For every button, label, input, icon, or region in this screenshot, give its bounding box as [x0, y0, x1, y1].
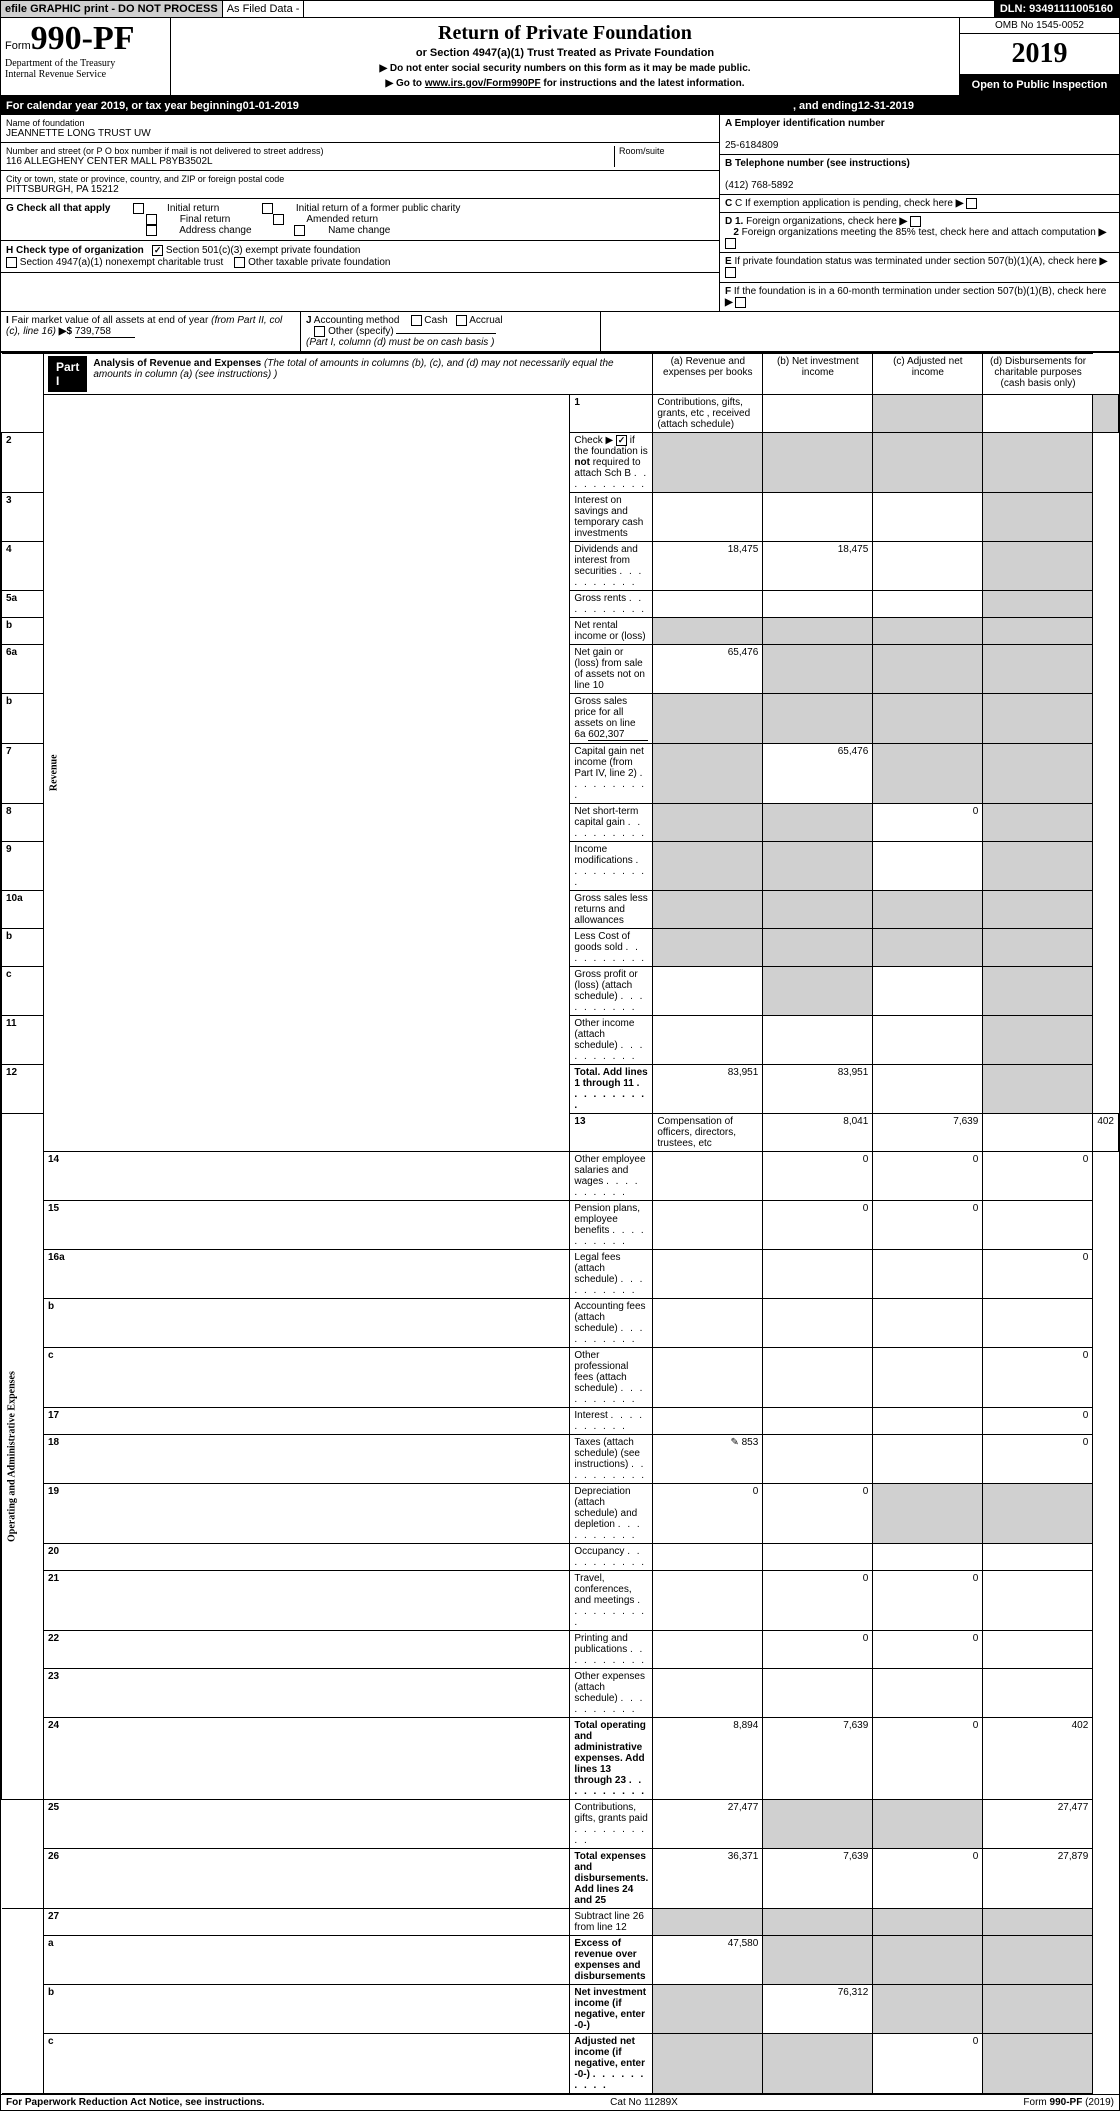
part1-table: Part I Analysis of Revenue and Expenses … [1, 353, 1119, 2094]
city-cell: City or town, state or province, country… [1, 171, 719, 199]
irs-link-note: ▶ Go to www.irs.gov/Form990PF for instru… [175, 78, 955, 89]
foreign-org-checkbox[interactable] [910, 216, 921, 227]
address-cell: Number and street (or P O box number if … [1, 143, 719, 171]
other-taxable-checkbox[interactable] [234, 257, 245, 268]
dln: DLN: 93491111005160 [994, 1, 1119, 17]
col-b-header: (b) Net investment income [763, 353, 873, 394]
final-return-checkbox[interactable] [146, 214, 157, 225]
pencil-icon: ✎ [730, 1437, 738, 1448]
507b1a-checkbox[interactable] [725, 267, 736, 278]
street-address: 116 ALLEGHENY CENTER MALL P8YB3502L [6, 156, 614, 167]
cash-checkbox[interactable] [411, 315, 422, 326]
initial-return-checkbox[interactable] [133, 203, 144, 214]
form-title: Return of Private Foundation [175, 22, 955, 45]
section-c: C C If exemption application is pending,… [720, 195, 1119, 213]
paperwork-notice: For Paperwork Reduction Act Notice, see … [6, 2097, 265, 2108]
4947a1-checkbox[interactable] [6, 257, 17, 268]
section-g: G Check all that apply Initial return In… [1, 199, 719, 241]
dept-irs: Internal Revenue Service [5, 69, 166, 80]
fmv-value: 739,758 [75, 326, 135, 338]
right-box: OMB No 1545-0052 2019 Open to Public Ins… [959, 18, 1119, 95]
address-change-checkbox[interactable] [146, 225, 157, 236]
section-ij: I Fair market value of all assets at end… [1, 312, 1119, 353]
exemption-pending-checkbox[interactable] [966, 198, 977, 209]
accrual-checkbox[interactable] [456, 315, 467, 326]
col-d-header: (d) Disbursements for charitable purpose… [983, 353, 1093, 394]
section-h: H Check type of organization Section 501… [1, 241, 719, 272]
header-row: Form990-PF Department of the Treasury In… [1, 18, 1119, 97]
irs-link[interactable]: www.irs.gov/Form990PF [425, 78, 541, 89]
footer: For Paperwork Reduction Act Notice, see … [1, 2094, 1119, 2110]
open-inspection: Open to Public Inspection [959, 75, 1119, 95]
507b1b-checkbox[interactable] [735, 297, 746, 308]
phone-value: (412) 768-5892 [725, 180, 793, 191]
omb-number: OMB No 1545-0052 [959, 18, 1119, 34]
form-number: 990-PF [31, 20, 135, 57]
ein-value: 25-6184809 [725, 140, 778, 151]
section-a: A Employer identification number 25-6184… [720, 115, 1119, 155]
name-change-checkbox[interactable] [294, 225, 305, 236]
form-subtitle: or Section 4947(a)(1) Trust Treated as P… [175, 47, 955, 59]
form-box: Form990-PF Department of the Treasury In… [1, 18, 171, 95]
part1-tab: Part I [48, 356, 87, 392]
revenue-label: Revenue [44, 394, 570, 1151]
expenses-label: Operating and Administrative Expenses [2, 1114, 44, 1800]
form-footer: Form 990-PF (2019) [1023, 2097, 1114, 2108]
efile-notice: efile GRAPHIC print - DO NOT PROCESS [1, 1, 223, 17]
top-bar: efile GRAPHIC print - DO NOT PROCESS As … [1, 1, 1119, 18]
title-box: Return of Private Foundation or Section … [171, 18, 959, 95]
85pct-test-checkbox[interactable] [725, 238, 736, 249]
foundation-name: JEANNETTE LONG TRUST UW [6, 128, 714, 139]
section-e: E If private foundation status was termi… [720, 253, 1119, 282]
catalog-number: Cat No 11289X [610, 2097, 678, 2108]
foundation-name-cell: Name of foundation JEANNETTE LONG TRUST … [1, 115, 719, 143]
form-990pf: efile GRAPHIC print - DO NOT PROCESS As … [0, 0, 1120, 2111]
tax-year: 2019 [959, 34, 1119, 75]
schb-checkbox[interactable] [616, 435, 627, 446]
amended-return-checkbox[interactable] [273, 214, 284, 225]
year-begin: 01-01-2019 [243, 100, 299, 112]
info-grid: Name of foundation JEANNETTE LONG TRUST … [1, 115, 1119, 312]
section-f: F If the foundation is in a 60-month ter… [720, 283, 1119, 311]
section-d: D 1. Foreign organizations, check here ▶… [720, 213, 1119, 253]
501c3-checkbox[interactable] [152, 245, 163, 256]
initial-former-checkbox[interactable] [262, 203, 273, 214]
section-b: B Telephone number (see instructions) (4… [720, 155, 1119, 195]
year-end: 12-31-2019 [858, 100, 914, 112]
ssn-warning: ▶ Do not enter social security numbers o… [175, 63, 955, 74]
calendar-year-row: For calendar year 2019, or tax year begi… [1, 97, 1119, 115]
other-method-checkbox[interactable] [314, 326, 325, 337]
as-filed: As Filed Data - [223, 1, 305, 17]
city-state-zip: PITTSBURGH, PA 15212 [6, 184, 714, 195]
col-a-header: (a) Revenue and expenses per books [653, 353, 763, 394]
dept-treasury: Department of the Treasury [5, 58, 166, 69]
col-c-header: (c) Adjusted net income [873, 353, 983, 394]
section-j: J Accounting method Cash Accrual Other (… [301, 312, 601, 351]
section-i: I Fair market value of all assets at end… [1, 312, 301, 351]
